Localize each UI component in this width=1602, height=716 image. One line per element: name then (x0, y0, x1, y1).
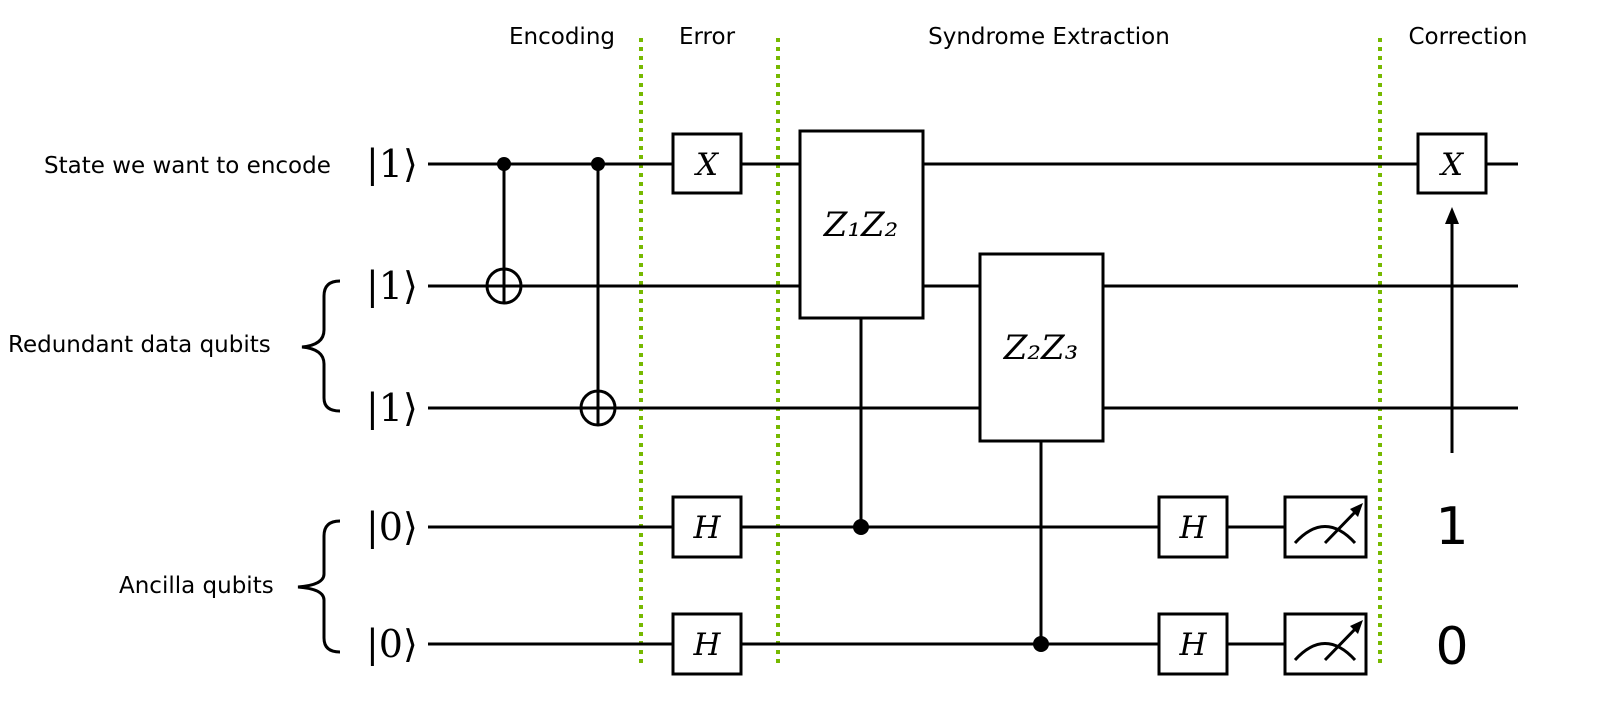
correction-x-label: X (1439, 147, 1465, 183)
correction-arrow-head-icon (1445, 207, 1459, 224)
z2z3-gate (978, 252, 1105, 443)
cnot1-control (497, 157, 511, 171)
z1z2-control (853, 519, 869, 535)
measurement-result-a0: 1 (1435, 497, 1468, 557)
h-gate-a1-right-label: H (1178, 627, 1207, 663)
brace-ancilla (297, 519, 341, 654)
ket-q2: |1⟩ (366, 386, 418, 430)
cnot2-control (591, 157, 605, 171)
ket-q1: |1⟩ (366, 264, 418, 308)
h-gate-a0-left (671, 495, 743, 559)
section-syndrome-extraction: Syndrome Extraction (928, 24, 1170, 50)
ket-a0: |0⟩ (366, 505, 418, 549)
section-error: Error (679, 24, 736, 50)
z1z2-gate (798, 129, 925, 320)
error-x-gate (671, 132, 743, 195)
label-ancilla-qubits: Ancilla qubits (119, 573, 274, 599)
h-gate-a0-right (1157, 495, 1229, 559)
z1z2-label: Z₁Z₂ (823, 205, 899, 245)
z2z3-control (1033, 636, 1049, 652)
cnot2-target (579, 389, 617, 427)
h-gate-a0-left-label: H (692, 510, 721, 546)
cnot1-target (485, 267, 523, 305)
h-gate-a1-left (671, 612, 743, 676)
section-correction: Correction (1409, 24, 1528, 50)
section-encoding: Encoding (509, 24, 615, 50)
label-state-to-encode: State we want to encode (44, 153, 331, 179)
h-gate-a0-right-label: H (1178, 510, 1207, 546)
label-redundant-data-qubits: Redundant data qubits (8, 332, 271, 358)
meter-icon (1283, 495, 1368, 559)
measurement-result-a1: 0 (1435, 617, 1468, 677)
h-gate-a1-left-label: H (692, 627, 721, 663)
meter-icon (1283, 612, 1368, 676)
ket-a1: |0⟩ (366, 622, 418, 666)
brace-redundant (301, 279, 341, 413)
correction-x-gate (1416, 132, 1488, 195)
ket-q0: |1⟩ (366, 142, 418, 186)
error-x-label: X (694, 147, 720, 183)
h-gate-a1-right (1157, 612, 1229, 676)
z2z3-label: Z₂Z₃ (1003, 328, 1079, 368)
